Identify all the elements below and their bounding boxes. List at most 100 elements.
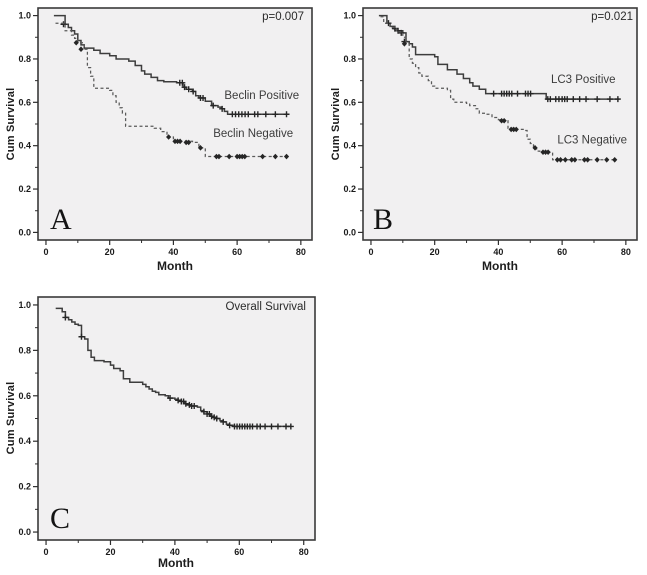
censor-mark-overall-survival	[62, 314, 69, 321]
series-label-beclin-positive: Beclin Positive	[224, 90, 299, 102]
overall-survival-label: Overall Survival	[225, 301, 306, 313]
y-tick-label: 0.4	[18, 436, 31, 446]
censor-mark-overall-survival	[182, 400, 189, 407]
y-tick-label: 0.0	[18, 527, 31, 537]
x-tick-label: 40	[168, 247, 178, 257]
censor-mark-beclin-negative	[216, 153, 222, 160]
panel-b: 0.0 0.2 0.4 0.6 0.8 1.0 0 20 40 60 80 LC3 Positive L…	[325, 0, 647, 287]
censor-mark-lc3-negative	[532, 145, 538, 151]
censor-mark-overall-survival	[287, 423, 294, 430]
series-label-lc3-negative: LC3 Negative	[557, 135, 627, 147]
censor-mark-beclin-positive	[210, 102, 217, 109]
series-curve-lc3-negative	[380, 16, 617, 161]
censor-mark-beclin-negative	[78, 46, 84, 52]
censor-mark-overall-survival	[200, 408, 207, 415]
censor-mark-overall-survival	[226, 422, 233, 429]
x-tick-label: 80	[299, 547, 309, 557]
panel-a: 0.0 0.2 0.4 0.6 0.8 1.0 0 20 40 60 80 Beclin Positi…	[0, 0, 320, 287]
panel-letter-c: C	[50, 502, 71, 535]
p-value-label: p=0.021	[591, 11, 633, 23]
censor-mark-lc3-negative	[604, 156, 610, 163]
censor-mark-beclin-negative	[226, 153, 232, 160]
censor-mark-beclin-positive	[200, 94, 207, 101]
survival-chart-lc3: 0.0 0.2 0.4 0.6 0.8 1.0 0 20 40 60 80 LC3 Positive L…	[343, 7, 638, 257]
x-tick-label: 80	[621, 247, 631, 257]
censor-mark-lc3-positive	[490, 90, 497, 97]
censor-mark-beclin-negative	[197, 145, 204, 151]
x-tick-label: 60	[234, 547, 244, 557]
censor-mark-overall-survival	[213, 415, 220, 422]
x-tick-label: 20	[105, 247, 115, 257]
censor-mark-beclin-positive	[60, 21, 67, 28]
x-tick-label: 40	[493, 247, 503, 257]
censor-mark-beclin-positive	[190, 88, 197, 95]
censor-mark-lc3-positive	[606, 96, 613, 103]
y-tick-label: 0.4	[343, 141, 356, 151]
censor-mark-overall-survival	[78, 333, 85, 340]
censor-mark-beclin-positive	[219, 105, 226, 112]
x-tick-label: 0	[43, 247, 48, 257]
y-tick-label: 0.4	[18, 141, 31, 151]
y-axis-title: Cum Survival	[5, 381, 17, 455]
x-tick-label: 20	[430, 247, 440, 257]
censor-mark-beclin-negative	[177, 138, 183, 145]
censor-mark-lc3-positive	[583, 96, 590, 103]
plot-area	[37, 296, 316, 541]
plot-area	[362, 7, 638, 241]
x-axis-title: Month	[157, 259, 193, 273]
censor-mark-overall-survival	[268, 423, 275, 430]
y-tick-label: 1.0	[343, 11, 356, 21]
series-label-lc3-positive: LC3 Positive	[551, 74, 616, 86]
censor-mark-lc3-positive	[570, 96, 577, 103]
censor-mark-beclin-negative	[272, 153, 278, 160]
censor-mark-lc3-negative	[581, 156, 588, 163]
censor-mark-beclin-positive	[262, 111, 269, 118]
panel-c: 0.0 0.2 0.4 0.6 0.8 1.0 0 20 40 60 80 Cum Survival…	[0, 288, 320, 575]
x-tick-label: 40	[170, 547, 180, 557]
censor-mark-lc3-positive	[527, 90, 534, 97]
x-tick-label: 80	[296, 247, 306, 257]
censor-mark-lc3-positive	[547, 96, 554, 103]
censor-mark-lc3-negative	[612, 156, 618, 163]
censor-mark-beclin-positive	[254, 111, 261, 118]
survival-chart-beclin: 0.0 0.2 0.4 0.6 0.8 1.0 0 20 40 60 80 Beclin Positi…	[18, 7, 313, 257]
panel-letter-a: A	[50, 203, 72, 236]
y-tick-label: 0.0	[18, 227, 31, 237]
censor-mark-lc3-positive	[576, 96, 583, 103]
y-tick-label: 0.2	[18, 482, 31, 492]
censor-mark-beclin-negative	[260, 153, 266, 160]
censor-mark-overall-survival	[274, 423, 281, 430]
censor-mark-lc3-positive	[564, 96, 571, 103]
y-axis-title: Cum Survival	[330, 87, 342, 161]
censor-mark-overall-survival	[167, 395, 174, 402]
censor-mark-beclin-positive	[283, 111, 290, 118]
censor-mark-beclin-positive	[245, 111, 252, 118]
x-tick-label: 0	[44, 547, 49, 557]
censor-mark-beclin-negative	[166, 134, 172, 140]
censor-mark-lc3-negative	[562, 156, 568, 163]
x-tick-label: 60	[232, 247, 242, 257]
censor-mark-lc3-negative	[585, 156, 591, 163]
censor-mark-lc3-positive	[594, 96, 601, 103]
x-axis-title: Month	[482, 259, 518, 273]
series-label-beclin-negative: Beclin Negative	[213, 128, 293, 140]
y-tick-label: 0.2	[18, 184, 31, 194]
y-tick-label: 0.6	[18, 97, 31, 107]
y-axis-title: Cum Survival	[5, 87, 17, 161]
y-tick-label: 0.6	[343, 97, 356, 107]
censor-mark-beclin-negative	[73, 39, 79, 46]
y-tick-label: 1.0	[18, 300, 31, 310]
p-value-label: p=0.007	[262, 11, 304, 23]
censor-mark-overall-survival	[220, 418, 227, 425]
y-tick-label: 0.8	[18, 54, 31, 64]
censor-mark-beclin-positive	[185, 86, 192, 93]
y-tick-label: 0.0	[343, 227, 356, 237]
panel-letter-b: B	[373, 203, 394, 236]
y-tick-label: 0.6	[18, 391, 31, 401]
y-tick-label: 0.2	[343, 184, 356, 194]
x-tick-label: 60	[557, 247, 567, 257]
censor-mark-lc3-negative	[501, 117, 507, 124]
censor-mark-overall-survival	[262, 423, 269, 430]
x-tick-label: 20	[105, 547, 115, 557]
